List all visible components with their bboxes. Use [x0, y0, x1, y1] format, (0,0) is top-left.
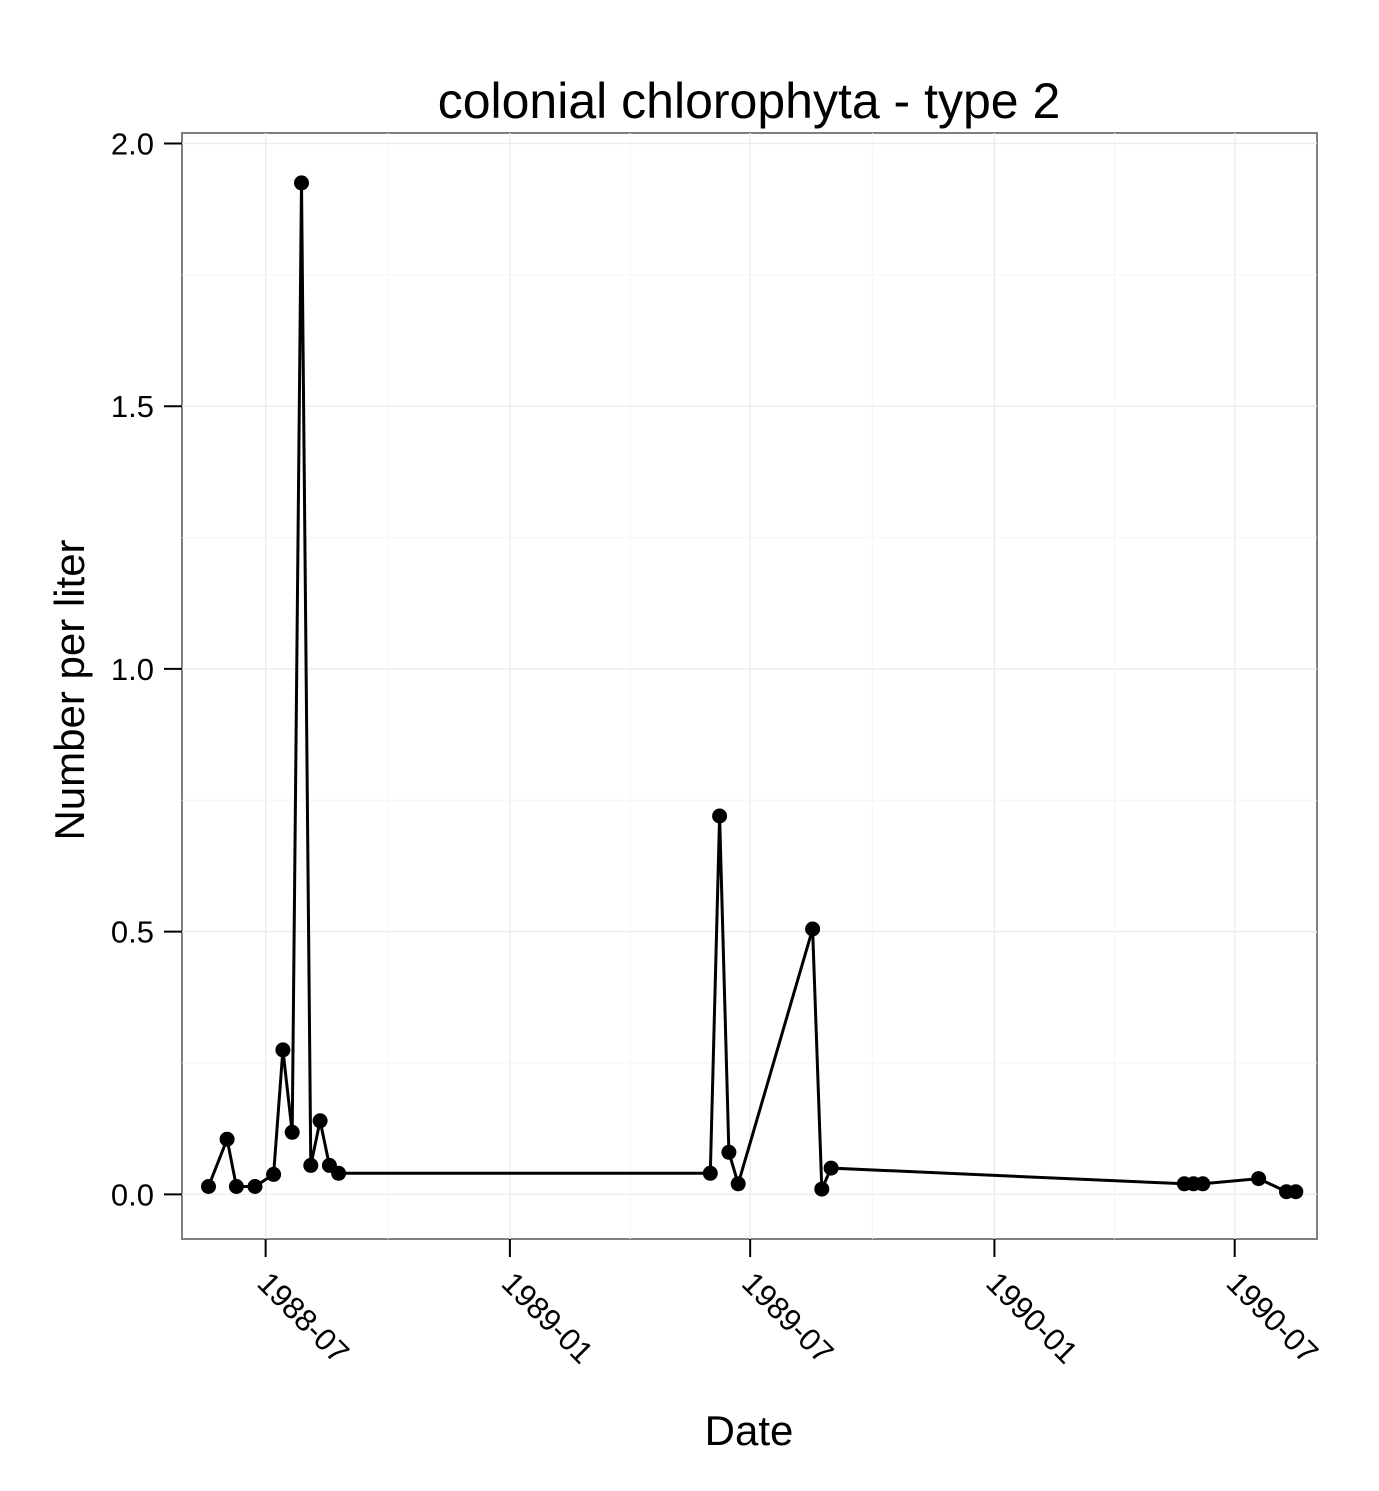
data-point — [294, 175, 309, 191]
x-tick-label: 1990-07 — [1220, 1265, 1325, 1370]
y-axis-title: Number per liter — [46, 539, 93, 840]
x-axis-title: Date — [705, 1407, 794, 1454]
data-point — [702, 1165, 718, 1181]
x-tick-label: 1990-01 — [979, 1265, 1084, 1370]
y-tick-label: 2.0 — [111, 127, 154, 162]
data-point — [284, 1124, 300, 1140]
data-point — [228, 1179, 244, 1194]
data-point — [201, 1179, 216, 1194]
y-tick-label: 0.5 — [111, 915, 154, 950]
data-point — [219, 1131, 235, 1147]
data-point — [275, 1042, 291, 1058]
data-point — [266, 1166, 282, 1182]
y-tick-label: 1.0 — [111, 652, 154, 687]
data-point — [721, 1144, 737, 1160]
x-tick-label: 1989-07 — [735, 1265, 840, 1370]
data-point — [814, 1181, 830, 1197]
x-axis: 1988-07 1989-01 1989-07 1990-01 1990-07 — [251, 1239, 1325, 1370]
data-point — [1288, 1184, 1304, 1200]
data-point — [730, 1176, 746, 1192]
y-axis: 0.0 0.5 1.0 1.5 2.0 — [111, 127, 182, 1212]
y-tick-label: 0.0 — [111, 1177, 154, 1212]
data-point — [331, 1165, 347, 1181]
gridlines — [182, 133, 1317, 1239]
data-point — [823, 1160, 839, 1176]
y-tick-label: 1.5 — [111, 389, 154, 424]
x-tick-label: 1988-07 — [251, 1265, 356, 1370]
data-point — [712, 808, 728, 824]
chart-title: colonial chlorophyta - type 2 — [438, 73, 1061, 129]
data-point — [1251, 1171, 1267, 1187]
series-0 — [201, 175, 1304, 1200]
data-point — [1195, 1176, 1211, 1192]
data-point — [303, 1157, 319, 1173]
data-point — [312, 1113, 328, 1129]
x-tick-label: 1989-01 — [495, 1265, 600, 1370]
data-point — [247, 1179, 263, 1194]
data-point — [805, 921, 821, 937]
